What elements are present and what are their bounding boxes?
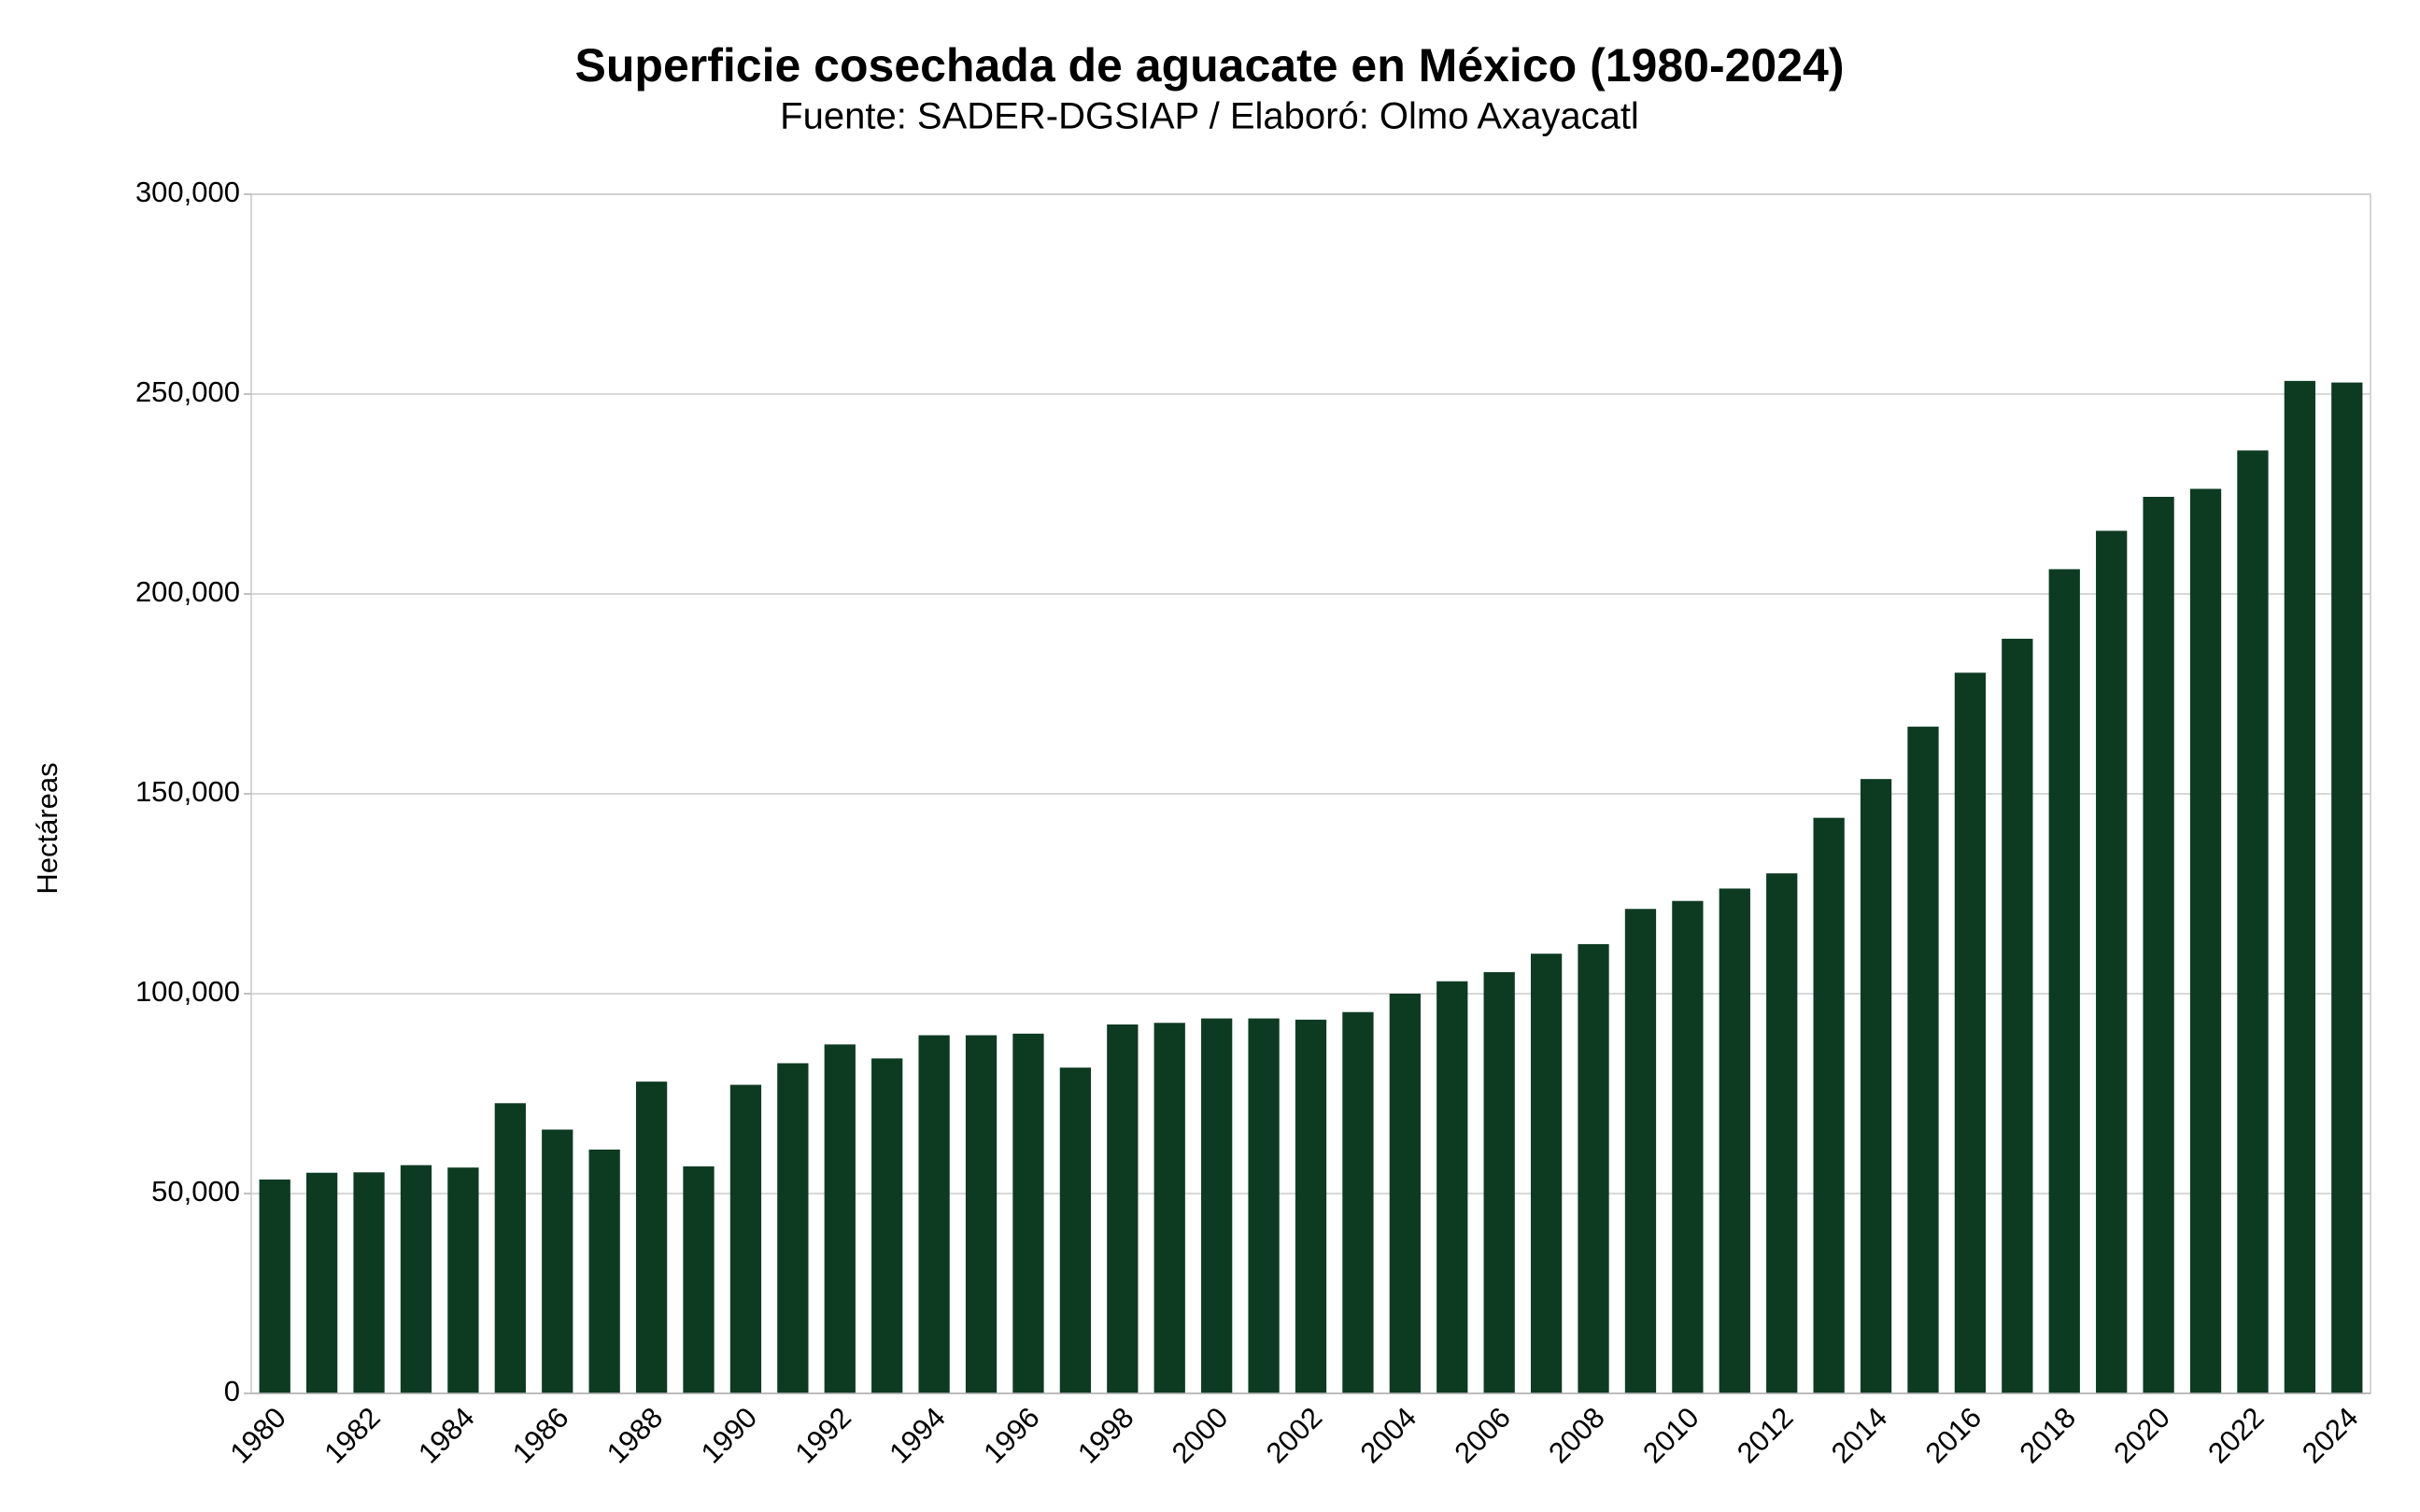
bar [965, 1035, 998, 1393]
bar [1342, 1011, 1374, 1393]
bar [494, 1103, 526, 1393]
y-axis-label: Hectáreas [31, 762, 64, 894]
bar [683, 1166, 715, 1393]
bar [259, 1180, 290, 1393]
y-tick-label: 100,000 [135, 975, 240, 1008]
bar [542, 1129, 573, 1393]
y-tick-label: 250,000 [135, 375, 240, 408]
bar [2143, 496, 2174, 1393]
y-tick-label: 50,000 [151, 1175, 240, 1208]
bar [1295, 1019, 1327, 1393]
bar [918, 1035, 950, 1393]
bar [2096, 530, 2128, 1393]
y-tick-label: 150,000 [135, 775, 240, 808]
bar [1436, 981, 1468, 1393]
bar [2189, 488, 2222, 1393]
bar [1483, 971, 1515, 1393]
bar [1624, 909, 1657, 1393]
bar [2284, 380, 2316, 1394]
bar [2237, 450, 2269, 1393]
bar [305, 1172, 338, 1393]
chart-title: Superficie cosechada de aguacate en Méxi… [575, 39, 1845, 92]
bar [400, 1165, 432, 1393]
bar [2002, 638, 2033, 1393]
bar [1107, 1024, 1139, 1393]
bar [1201, 1018, 1233, 1393]
chart-subtitle: Fuente: SADER-DGSIAP / Elaboró: Olmo Axa… [780, 96, 1639, 137]
bar [1059, 1067, 1092, 1393]
bar [1719, 888, 1750, 1393]
bar [1578, 943, 1609, 1393]
y-tick-label: 200,000 [135, 575, 240, 608]
bar [2331, 382, 2363, 1393]
bar [1860, 779, 1892, 1393]
bar [2048, 569, 2080, 1393]
y-tick-label: 0 [224, 1375, 240, 1407]
bar [1672, 900, 1704, 1393]
bar [1153, 1023, 1185, 1393]
bar [1766, 873, 1798, 1393]
bar [1954, 672, 1987, 1393]
bar [353, 1172, 385, 1393]
bar [1907, 727, 1939, 1393]
bar [1813, 817, 1845, 1393]
bar [1530, 954, 1563, 1393]
bar [1012, 1033, 1044, 1393]
bar [1248, 1018, 1280, 1393]
bar [777, 1063, 809, 1393]
bar [447, 1167, 479, 1393]
bar [588, 1149, 620, 1393]
bar [729, 1084, 762, 1393]
bar [824, 1044, 856, 1393]
bar [635, 1081, 668, 1393]
bar [871, 1058, 903, 1393]
y-tick-label: 300,000 [135, 176, 240, 208]
bar [1389, 994, 1421, 1393]
